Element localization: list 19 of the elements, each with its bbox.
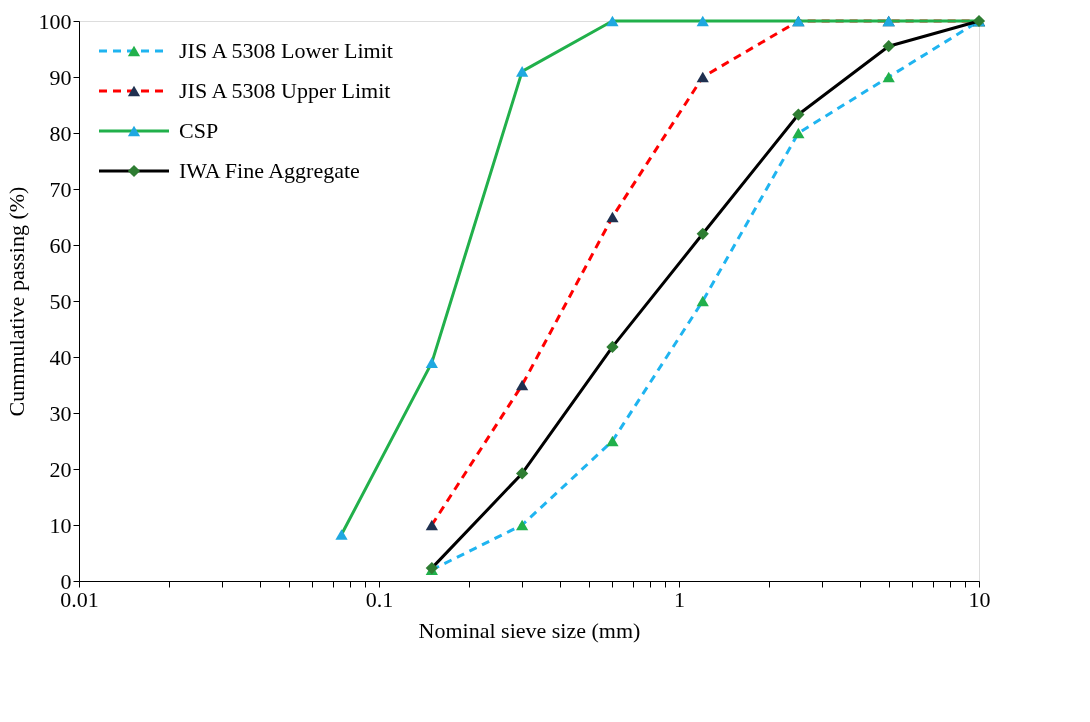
x-axis-title: Nominal sieve size (mm) [418, 617, 641, 643]
y-tick-label: 80 [49, 120, 72, 146]
legend-label: JIS A 5308 Lower Limit [179, 38, 393, 63]
y-tick-label: 40 [49, 344, 72, 370]
y-tick-label: 60 [49, 232, 72, 258]
y-axis-title: Cummulative passing (%) [3, 186, 29, 417]
x-tick-label: 0.1 [365, 586, 394, 612]
y-tick-label: 20 [49, 456, 72, 482]
x-tick-label: 1 [674, 586, 685, 612]
legend-label: CSP [179, 118, 219, 143]
legend-label: JIS A 5308 Upper Limit [179, 78, 391, 103]
y-tick-label: 50 [49, 288, 72, 314]
y-tick-label: 70 [49, 176, 72, 202]
y-tick-label: 90 [49, 64, 72, 90]
y-tick-label: 30 [49, 400, 72, 426]
x-tick-label: 10 [968, 586, 991, 612]
y-tick-label: 100 [38, 8, 72, 34]
legend-label: IWA Fine Aggregate [179, 158, 360, 183]
y-tick-label: 10 [49, 512, 72, 538]
